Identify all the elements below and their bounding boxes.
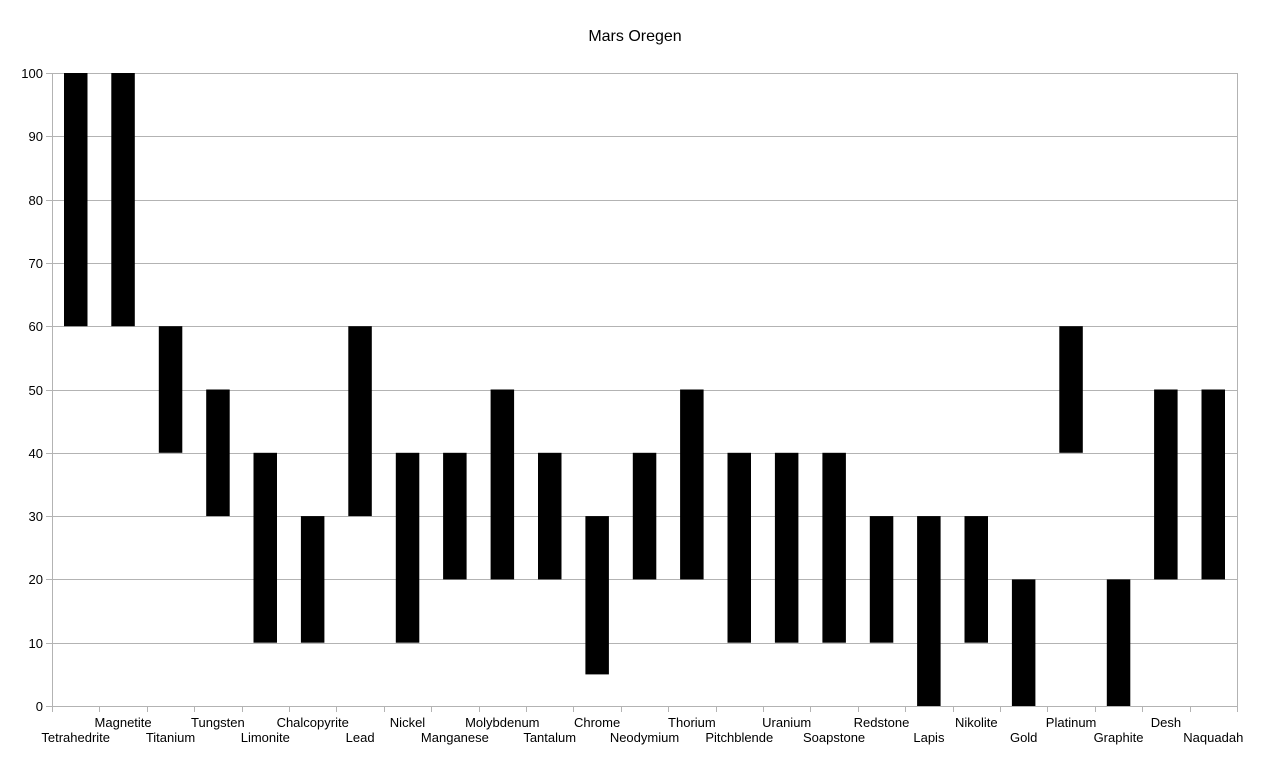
bar	[1106, 579, 1131, 706]
x-category-label: Pitchblende	[705, 730, 773, 745]
x-category-label: Tantalum	[523, 730, 576, 745]
x-category-label: Titanium	[146, 730, 195, 745]
bar	[869, 516, 894, 643]
y-tick-labels: 0 10 20 30 40 50 60 70 80 90 100	[21, 66, 43, 714]
x-category-label: Magnetite	[95, 715, 152, 730]
x-category-label: Lead	[346, 730, 375, 745]
bar	[206, 389, 230, 517]
bar	[964, 516, 988, 643]
bar	[917, 516, 941, 706]
x-category-label: Soapstone	[803, 730, 865, 745]
x-category-label: Molybdenum	[465, 715, 539, 730]
bar	[538, 452, 562, 580]
bar	[727, 452, 751, 643]
y-tick-label: 40	[29, 446, 43, 461]
x-category-label: Tungsten	[191, 715, 245, 730]
x-category-labels: TetrahedriteMagnetiteTitaniumTungstenLim…	[41, 715, 1243, 745]
bar	[632, 452, 657, 580]
x-category-label: Graphite	[1094, 730, 1144, 745]
y-tick-label: 20	[29, 572, 43, 587]
x-category-label: Tetrahedrite	[41, 730, 110, 745]
x-category-label: Nickel	[390, 715, 426, 730]
x-category-label: Uranium	[762, 715, 811, 730]
x-category-label: Nikolite	[955, 715, 998, 730]
x-category-label: Manganese	[421, 730, 489, 745]
bar	[822, 452, 846, 643]
bar	[1154, 389, 1178, 580]
bar	[774, 452, 799, 643]
chart-title: Mars Oregen	[588, 28, 681, 45]
bar	[64, 73, 88, 327]
x-category-label: Gold	[1010, 730, 1037, 745]
y-tick-label: 70	[29, 256, 43, 271]
y-tick-label: 50	[29, 383, 43, 398]
y-tick-label: 90	[29, 129, 43, 144]
bar	[158, 326, 183, 453]
bar	[585, 516, 609, 675]
bar	[348, 326, 372, 517]
y-tick-label: 60	[29, 319, 43, 334]
x-category-label: Chrome	[574, 715, 620, 730]
bar	[111, 73, 135, 327]
gridlines	[52, 73, 1237, 707]
bar	[1011, 579, 1036, 706]
x-category-label: Chalcopyrite	[277, 715, 349, 730]
x-category-label: Platinum	[1046, 715, 1097, 730]
x-category-label: Lapis	[913, 730, 945, 745]
x-category-label: Thorium	[668, 715, 716, 730]
y-tick-label: 0	[36, 699, 43, 714]
bar	[1201, 389, 1225, 580]
bar	[253, 452, 277, 643]
bar	[1059, 326, 1083, 453]
y-tick-label: 80	[29, 193, 43, 208]
bar	[395, 452, 420, 643]
bar	[300, 516, 325, 643]
y-tick-label: 30	[29, 509, 43, 524]
x-category-label: Neodymium	[610, 730, 679, 745]
bar	[443, 452, 467, 580]
x-category-label: Redstone	[854, 715, 910, 730]
x-category-label: Desh	[1151, 715, 1181, 730]
y-tick-label: 100	[21, 66, 43, 81]
y-tick-label: 10	[29, 636, 43, 651]
bar	[490, 389, 515, 580]
bars	[64, 73, 1225, 706]
bar	[680, 389, 704, 580]
x-category-label: Limonite	[241, 730, 290, 745]
x-category-label: Naquadah	[1183, 730, 1243, 745]
axes	[46, 73, 1238, 712]
